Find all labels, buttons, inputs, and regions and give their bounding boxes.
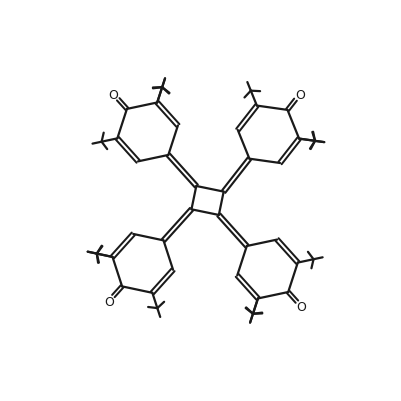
Text: O: O: [108, 89, 118, 101]
Text: O: O: [296, 300, 306, 314]
Text: O: O: [103, 295, 113, 308]
Text: O: O: [294, 89, 304, 101]
